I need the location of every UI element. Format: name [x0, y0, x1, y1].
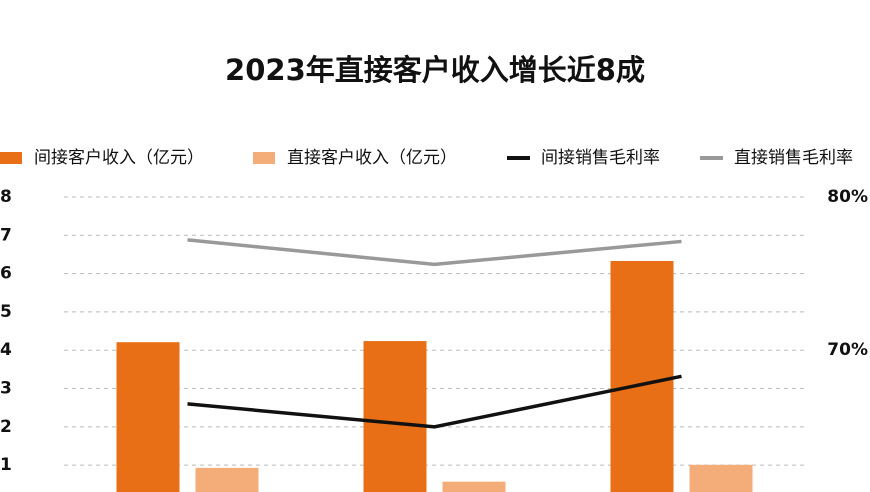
legend-label: 间接客户收入（亿元） [34, 148, 204, 168]
legend-label: 直接客户收入（亿元） [287, 148, 457, 168]
bar [116, 342, 180, 492]
bar [689, 464, 753, 492]
y-tick-label: 3 [0, 379, 12, 399]
legend-label: 直接销售毛利率 [734, 148, 853, 168]
legend-swatch [0, 152, 22, 164]
y-tick-label: 1 [0, 455, 12, 475]
legend-swatch [253, 152, 275, 164]
y2-tick-label: 80% [827, 187, 868, 207]
line [187, 238, 682, 267]
y2-tick-label: 70% [827, 340, 868, 360]
bar [195, 467, 259, 492]
chart-title: 2023年直接客户收入增长近8成 [225, 53, 645, 87]
y-tick-label: 6 [0, 264, 12, 284]
line [187, 374, 682, 429]
y-tick-label: 8 [0, 187, 12, 207]
y-tick-label: 4 [0, 340, 12, 360]
y-tick-label: 5 [0, 302, 12, 322]
bar [363, 341, 427, 492]
legend-label: 间接销售毛利率 [541, 148, 660, 168]
bar [442, 481, 506, 492]
y-tick-label: 7 [0, 225, 12, 245]
bar [610, 260, 674, 492]
y-tick-label: 2 [0, 417, 12, 437]
